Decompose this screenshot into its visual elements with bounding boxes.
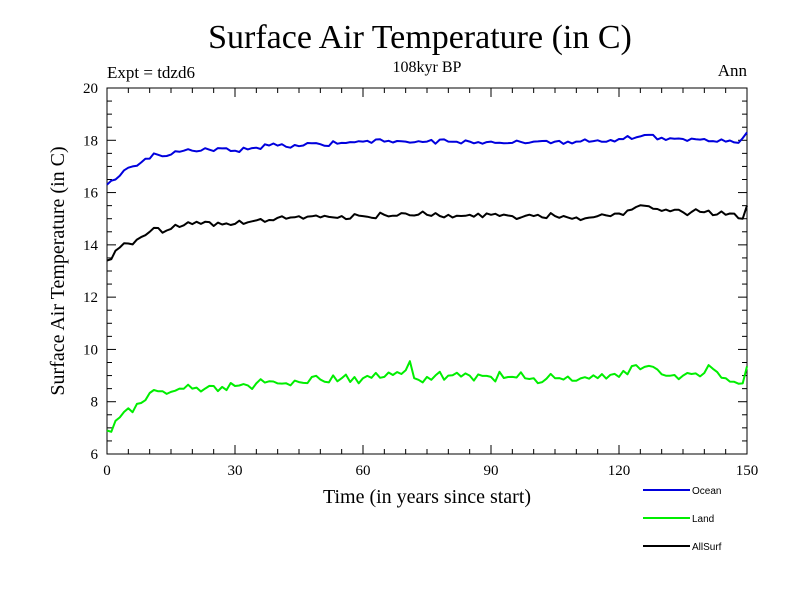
chart-title: Surface Air Temperature (in C) <box>208 19 632 56</box>
x-tick-label: 120 <box>608 463 631 479</box>
legend-label-ocean: Ocean <box>692 486 721 497</box>
y-tick-label: 8 <box>91 395 99 411</box>
legend-label-allsurf: AllSurf <box>692 542 722 553</box>
y-tick-labels: 6 8 10 12 14 16 18 20 <box>83 81 99 463</box>
experiment-label: Expt = tdzd6 <box>107 63 195 82</box>
series-lines <box>106 131 748 433</box>
period-label: Ann <box>718 61 748 80</box>
x-tick-labels: 0 30 60 90 120 150 <box>103 463 758 479</box>
x-tick-label: 60 <box>356 463 371 479</box>
y-tick-label: 20 <box>83 81 98 97</box>
y-axis-label: Surface Air Temperature (in C) <box>47 146 69 395</box>
y-tick-label: 14 <box>83 238 99 254</box>
y-tick-label: 12 <box>83 290 98 306</box>
y-tick-label: 10 <box>83 342 98 358</box>
y-tick-label: 6 <box>91 447 99 463</box>
y-tick-label: 16 <box>83 186 99 202</box>
series-line-allsurf <box>106 204 748 262</box>
legend-label-land: Land <box>692 514 714 525</box>
x-axis-label: Time (in years since start) <box>323 486 531 508</box>
x-tick-label: 150 <box>736 463 759 479</box>
x-tick-label: 90 <box>484 463 499 479</box>
plot-frame <box>106 87 748 455</box>
x-tick-label: 30 <box>228 463 243 479</box>
chart-subtitle: 108kyr BP <box>393 59 462 76</box>
axis-ticks <box>106 87 748 455</box>
series-line-ocean <box>106 131 748 186</box>
x-tick-label: 0 <box>103 463 111 479</box>
y-tick-label: 18 <box>83 133 98 149</box>
series-line-land <box>106 360 748 433</box>
legend: Ocean Land AllSurf <box>643 486 722 553</box>
